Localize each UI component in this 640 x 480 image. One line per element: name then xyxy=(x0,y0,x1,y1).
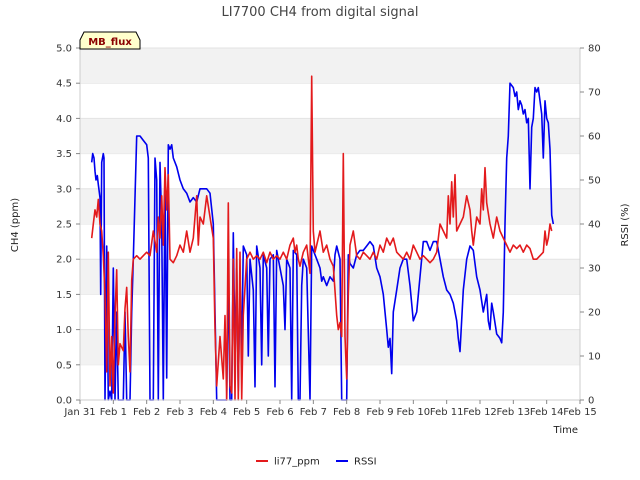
x-tick-label: Feb 7 xyxy=(300,407,327,418)
y-tick-label: 4.5 xyxy=(56,79,72,90)
y2-tick-label: 70 xyxy=(588,88,601,99)
y-tick-label: 2.5 xyxy=(56,220,72,231)
series-line-li77-ppm xyxy=(90,75,553,401)
y2-tick-label: 20 xyxy=(588,308,601,319)
x-tick-label: Feb 12 xyxy=(463,407,497,418)
grid-band xyxy=(80,118,580,154)
x-tick-label: Feb 15 xyxy=(563,407,597,418)
y-tick-label: 0.5 xyxy=(56,360,72,371)
x-tick-label: Feb 13 xyxy=(497,407,531,418)
y-tick-label: 1.0 xyxy=(56,325,72,336)
x-tick-label: Feb 3 xyxy=(166,407,193,418)
y-tick-label: 0.0 xyxy=(56,396,72,407)
legend: li77_ppm RSSI xyxy=(256,457,377,468)
x-tick-label: Jan 31 xyxy=(63,407,95,418)
x-tick-label: Feb 6 xyxy=(266,407,293,418)
y2-tick-label: 40 xyxy=(588,220,601,231)
y-tick-label: 3.5 xyxy=(56,149,72,160)
y-axis-label: CH4 (ppm) xyxy=(10,198,21,252)
x-tick-label: Feb 8 xyxy=(333,407,360,418)
legend-label-rssi: RSSI xyxy=(354,457,377,468)
grid-band xyxy=(80,48,580,84)
badge-label: MB_flux xyxy=(88,37,132,48)
axes: 0.0 0.5 1.0 1.5 2.0 2.5 3.0 3.5 4.0 4.5 5.0 0 10 20 30… xyxy=(56,44,601,419)
y2-tick-label: 30 xyxy=(588,264,601,275)
x-tick-label: Feb 2 xyxy=(133,407,160,418)
y-tick-label: 4.0 xyxy=(56,114,72,125)
y2-tick-label: 50 xyxy=(588,176,601,187)
x-tick-label: Feb 1 xyxy=(100,407,127,418)
y2-tick-label: 60 xyxy=(588,132,601,143)
y-tick-label: 1.5 xyxy=(56,290,72,301)
chart-title: LI7700 CH4 from digital signal xyxy=(222,5,419,20)
x-tick-label: Feb 14 xyxy=(530,407,564,418)
x-tick-label: Feb 9 xyxy=(366,407,393,418)
y2-tick-label: 10 xyxy=(588,352,601,363)
y2-tick-label: 80 xyxy=(588,44,601,55)
x-tick-label: Feb 4 xyxy=(200,407,227,418)
y-tick-label: 3.0 xyxy=(56,184,72,195)
y-tick-label: 5.0 xyxy=(56,44,72,55)
y-tick-label: 2.0 xyxy=(56,255,72,266)
x-tick-label: Feb 11 xyxy=(430,407,464,418)
y2-tick-label: 0 xyxy=(588,396,594,407)
legend-label-li77-ppm: li77_ppm xyxy=(274,457,320,468)
mb-flux-badge: MB_flux xyxy=(79,31,141,50)
x-tick-label: Feb 10 xyxy=(397,407,431,418)
y2-axis-label: RSSI (%) xyxy=(620,203,631,246)
x-tick-label: Feb 5 xyxy=(233,407,260,418)
x-axis-label: Time xyxy=(553,425,578,436)
grid-band xyxy=(80,329,580,365)
